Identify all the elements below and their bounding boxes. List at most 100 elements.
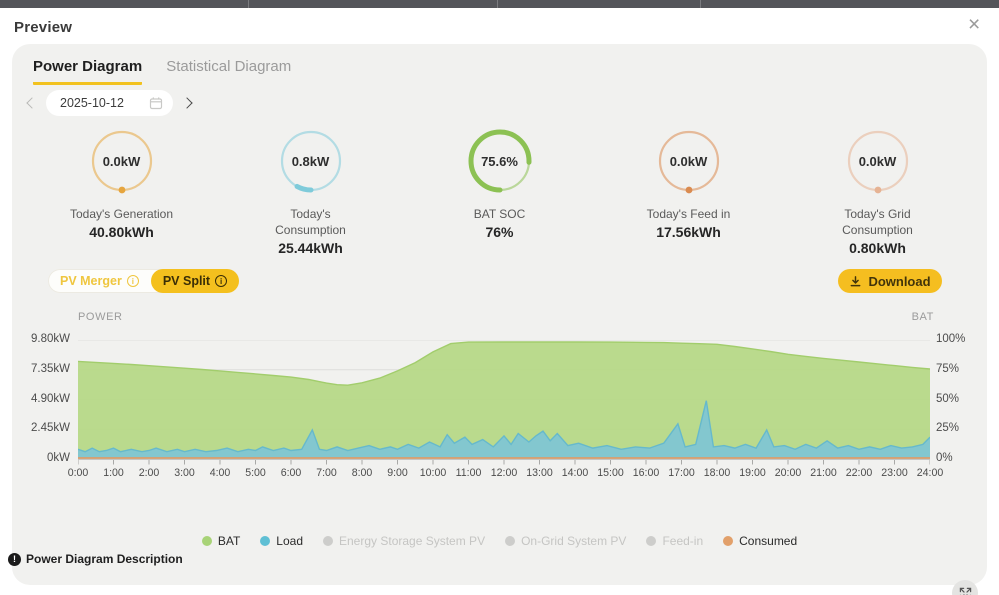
legend-item-load[interactable]: Load (260, 534, 303, 548)
x-tick-label: 4:00 (209, 467, 231, 479)
gauge-label: Today's Feed in (646, 207, 731, 221)
pv-merger-button[interactable]: PV Merger i (48, 269, 151, 293)
gauge-ring: 0.8kW (276, 126, 346, 196)
legend-item-on-grid-system-pv[interactable]: On-Grid System PV (505, 534, 626, 548)
info-filled-icon: ! (8, 552, 21, 566)
gauge-today-s-feed-in: 0.0kW Today's Feed in 17.56kWh (594, 126, 783, 256)
legend-label: Feed-in (662, 534, 704, 548)
expand-icon (959, 587, 971, 595)
x-tick-label: 8:00 (351, 467, 373, 479)
gauge-inner-value: 0.0kW (102, 153, 141, 169)
gauge-ring-svg (91, 130, 152, 194)
x-tick-label: 9:00 (387, 467, 408, 479)
legend-label: Load (276, 534, 303, 548)
pv-merger-label: PV Merger (60, 274, 122, 288)
left-tick-label: 9.80kW (31, 333, 70, 345)
left-tick-label: 0kW (47, 452, 70, 464)
pv-mode-toggle: PV Merger i PV Split i (48, 269, 240, 293)
gauge-today-s-consumption: 0.8kW Today's Consumption 25.44kWh (216, 126, 405, 256)
legend-dot (260, 536, 271, 546)
legend-dot (323, 536, 333, 546)
x-tick-label: 22:00 (845, 467, 873, 479)
gauge-ring-svg (468, 129, 531, 193)
right-tick-label: 0% (936, 452, 953, 464)
gauge-inner-value: 0.0kW (669, 153, 708, 169)
modal-title: Preview (14, 19, 73, 36)
info-icon[interactable]: i (215, 275, 228, 287)
gauge-today-s-grid-consumption: 0.0kW Today's Grid Consumption 0.80kWh (783, 126, 972, 256)
chevron-left-icon[interactable] (26, 97, 38, 109)
close-icon[interactable]: × (968, 13, 981, 36)
date-navigation: 2025-10-12 (26, 90, 193, 116)
legend-label: Consumed (739, 534, 798, 548)
fullscreen-button[interactable] (952, 580, 978, 595)
x-tick-label: 14:00 (561, 467, 589, 479)
date-value: 2025-10-12 (60, 96, 124, 110)
chevron-right-icon[interactable] (181, 97, 193, 109)
x-tick-label: 20:00 (774, 467, 802, 479)
calendar-icon (149, 97, 163, 110)
download-icon (851, 275, 861, 286)
download-label: Download (868, 273, 931, 289)
x-tick-label: 21:00 (810, 467, 837, 479)
pv-split-button[interactable]: PV Split i (150, 269, 240, 293)
gauge-inner-value: 75.6% (481, 153, 518, 169)
gauges-row: 0.0kW Today's Generation 40.80kWh 0.8kW Toda… (27, 126, 972, 256)
gauge-today-s-generation: 0.0kW Today's Generation 40.80kWh (27, 126, 216, 256)
gauge-bat-soc: 75.6% BAT SOC 76% (405, 126, 594, 256)
browser-top-strip (0, 0, 999, 8)
gauge-value: 76% (485, 224, 514, 240)
gauge-label: Today's Grid Consumption (842, 207, 913, 237)
x-tick-label: 15:00 (597, 467, 624, 479)
gauge-label: Today's Consumption (275, 207, 346, 237)
gauge-value: 17.56kWh (656, 224, 721, 240)
right-tick-label: 50% (936, 392, 960, 405)
diagram-tabs: Power Diagram Statistical Diagram (33, 58, 291, 85)
gauge-label: Today's Generation (69, 207, 174, 221)
legend-dot (201, 536, 212, 546)
gauge-value: 0.80kWh (849, 240, 906, 256)
pv-split-label: PV Split (162, 274, 211, 288)
preview-panel: Power Diagram Statistical Diagram 2025-1… (12, 44, 987, 595)
x-tick-label: 5:00 (245, 467, 266, 479)
legend-item-bat[interactable]: BAT (201, 534, 241, 548)
gauge-ring-svg (658, 130, 719, 194)
x-tick-label: 17:00 (668, 467, 695, 479)
x-tick-label: 11:00 (455, 467, 482, 479)
date-picker[interactable]: 2025-10-12 (46, 90, 173, 116)
power-diagram-description[interactable]: ! Power Diagram Description (8, 552, 183, 566)
x-tick-label: 10:00 (419, 467, 447, 479)
x-tick-label: 7:00 (316, 467, 337, 479)
x-tick-label: 6:00 (280, 467, 302, 479)
x-tick-label: 16:00 (632, 467, 660, 479)
x-tick-label: 3:00 (174, 467, 195, 479)
legend-label: BAT (217, 534, 241, 548)
x-tick-label: 24:00 (916, 467, 944, 479)
x-tick-label: 12:00 (490, 467, 518, 479)
chart-svg (77, 339, 931, 465)
tab-power-diagram[interactable]: Power Diagram (33, 58, 143, 85)
legend-dot (723, 536, 734, 546)
description-label: Power Diagram Description (26, 552, 183, 566)
left-axis-title: POWER (78, 311, 123, 323)
info-icon[interactable]: i (126, 275, 139, 287)
gauge-value: 40.80kWh (89, 224, 154, 240)
download-button[interactable]: Download (838, 269, 942, 293)
legend-item-energy-storage-system-pv[interactable]: Energy Storage System PV (323, 534, 485, 548)
right-axis-title: BAT (911, 311, 934, 323)
legend-item-consumed[interactable]: Consumed (723, 534, 797, 548)
legend-item-feed-in[interactable]: Feed-in (646, 534, 703, 548)
power-chart[interactable] (77, 339, 931, 466)
right-tick-label: 75% (936, 362, 960, 375)
x-tick-label: 2:00 (138, 467, 160, 479)
tab-statistical-diagram[interactable]: Statistical Diagram (166, 58, 292, 75)
gauge-inner-value: 0.8kW (291, 153, 330, 169)
x-tick-label: 23:00 (881, 467, 908, 479)
legend-dot (646, 536, 657, 546)
gauge-ring: 0.0kW (87, 126, 157, 196)
x-tick-label: 18:00 (703, 467, 731, 479)
x-tick-label: 13:00 (526, 467, 553, 479)
gauge-ring-svg (279, 129, 342, 193)
gauge-ring: 0.0kW (654, 126, 724, 196)
right-tick-label: 25% (936, 422, 960, 435)
